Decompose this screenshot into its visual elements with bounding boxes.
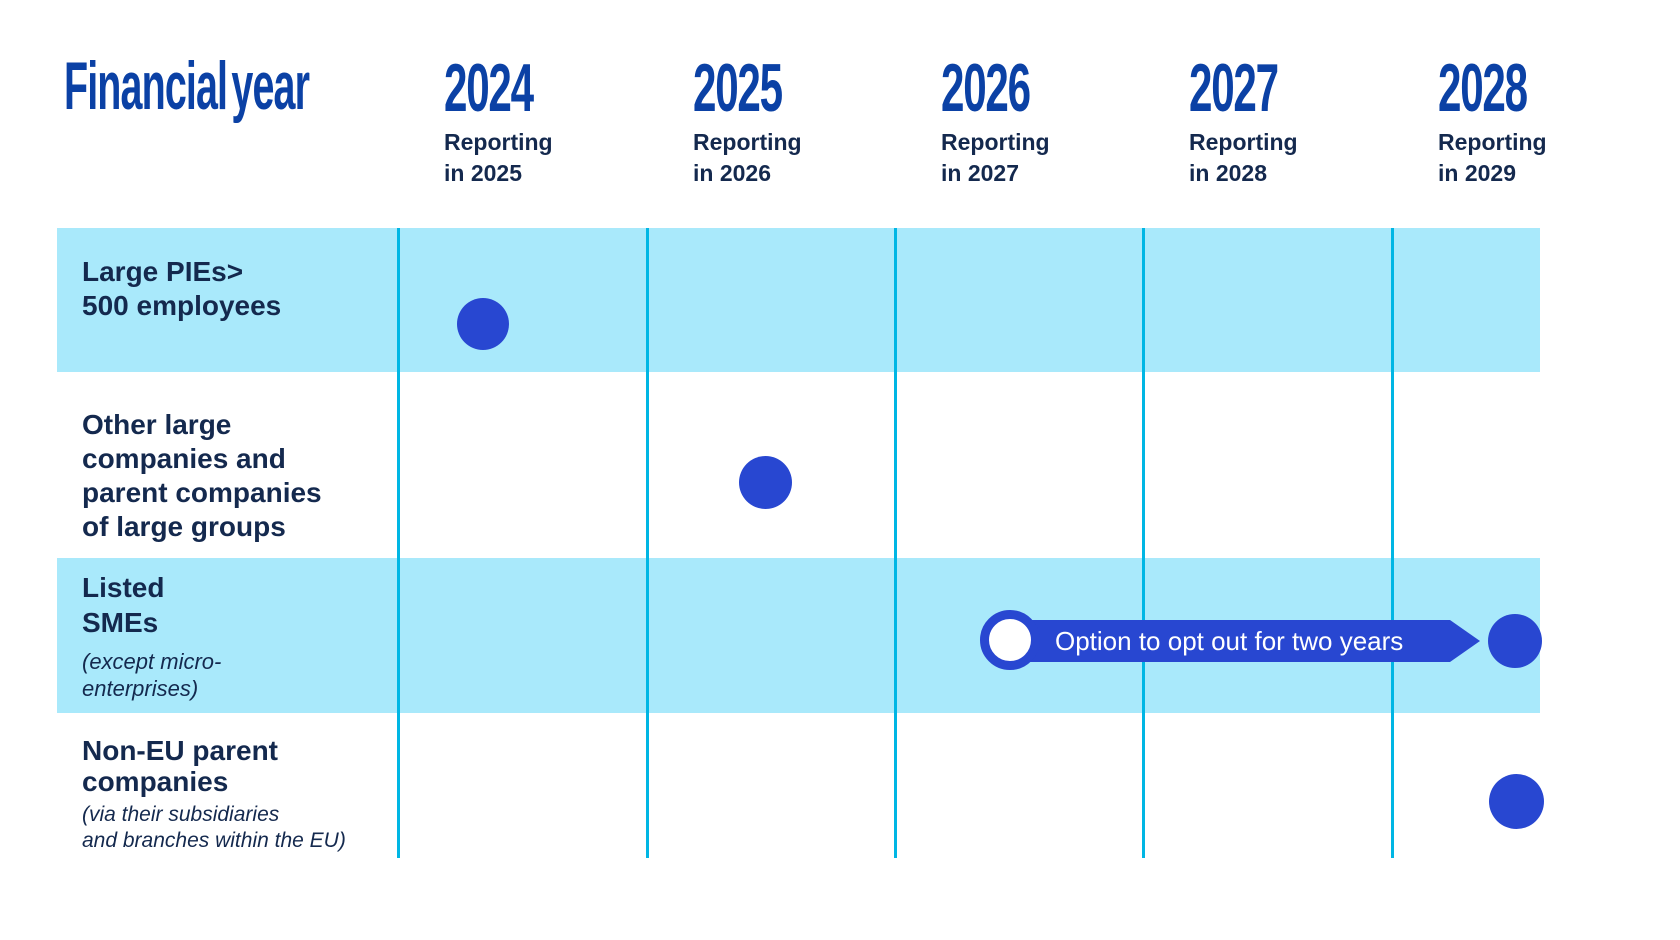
reporting-line: in 2026 [693, 160, 771, 186]
row-label-line: of large groups [82, 511, 286, 542]
row-label-line: 500 employees [82, 290, 282, 321]
row-label-large-pies: Large PIEs> 500 employees [82, 255, 281, 323]
reporting-line: Reporting [444, 129, 553, 155]
row-label-line: Non-EU parent [82, 735, 278, 766]
reporting-line: Reporting [693, 129, 802, 155]
column-gridline-2026 [894, 228, 897, 858]
reporting-line: Reporting [941, 129, 1050, 155]
page-title: Financial year [64, 48, 310, 124]
row-band-large-pies [57, 228, 1540, 372]
reporting-label-2028: Reporting in 2029 [1438, 127, 1547, 189]
row-note-line: enterprises) [82, 676, 199, 701]
row-note: (except micro- enterprises) [82, 648, 221, 702]
row-label-line: companies [82, 766, 229, 797]
row-label-listed-smes: Listed SMEs (except micro- enterprises) [82, 570, 221, 702]
year-label-2025: 2025 [693, 50, 783, 126]
dot-large-pies-2024 [457, 298, 509, 350]
dot-listed-smes-2028 [1488, 614, 1542, 668]
reporting-line: Reporting [1189, 129, 1298, 155]
reporting-line: in 2025 [444, 160, 522, 186]
opt-out-banner-arrow: Option to opt out for two years [1010, 620, 1480, 662]
reporting-label-2025: Reporting in 2026 [693, 127, 802, 189]
reporting-line: in 2028 [1189, 160, 1267, 186]
row-label-line: parent companies [82, 477, 322, 508]
reporting-line: Reporting [1438, 129, 1547, 155]
reporting-label-2024: Reporting in 2025 [444, 127, 553, 189]
row-note: (via their subsidiaries and branches wit… [82, 802, 346, 854]
row-label-other-large: Other large companies and parent compani… [82, 408, 322, 544]
row-label-line: SMEs [82, 607, 159, 638]
row-note-line: (via their subsidiaries [82, 803, 280, 826]
row-label-line: companies and [82, 443, 286, 474]
column-gridline-2027 [1142, 228, 1145, 858]
row-note-line: and branches within the EU) [82, 829, 346, 852]
reporting-line: in 2029 [1438, 160, 1516, 186]
row-note-line: (except micro- [82, 649, 222, 674]
row-label-non-eu-parent: Non-EU parent companies (via their subsi… [82, 735, 346, 854]
year-label-2024: 2024 [444, 50, 534, 126]
opt-out-banner-label: Option to opt out for two years [1055, 626, 1404, 656]
reporting-line: in 2027 [941, 160, 1019, 186]
opt-out-start-circle-2026 [980, 610, 1040, 670]
dot-non-eu-2028 [1489, 774, 1544, 829]
dot-other-large-2025 [739, 456, 792, 509]
year-label-2026: 2026 [941, 50, 1031, 126]
column-gridline-2028 [1391, 228, 1394, 858]
reporting-label-2027: Reporting in 2028 [1189, 127, 1298, 189]
reporting-label-2026: Reporting in 2027 [941, 127, 1050, 189]
row-label-line: Large PIEs> [82, 256, 244, 287]
row-label-line: Listed [82, 572, 165, 603]
column-gridline-2024 [397, 228, 400, 858]
row-label-line: Other large [82, 409, 232, 440]
year-label-2027: 2027 [1189, 50, 1279, 126]
year-label-2028: 2028 [1438, 50, 1528, 126]
column-gridline-2025 [646, 228, 649, 858]
